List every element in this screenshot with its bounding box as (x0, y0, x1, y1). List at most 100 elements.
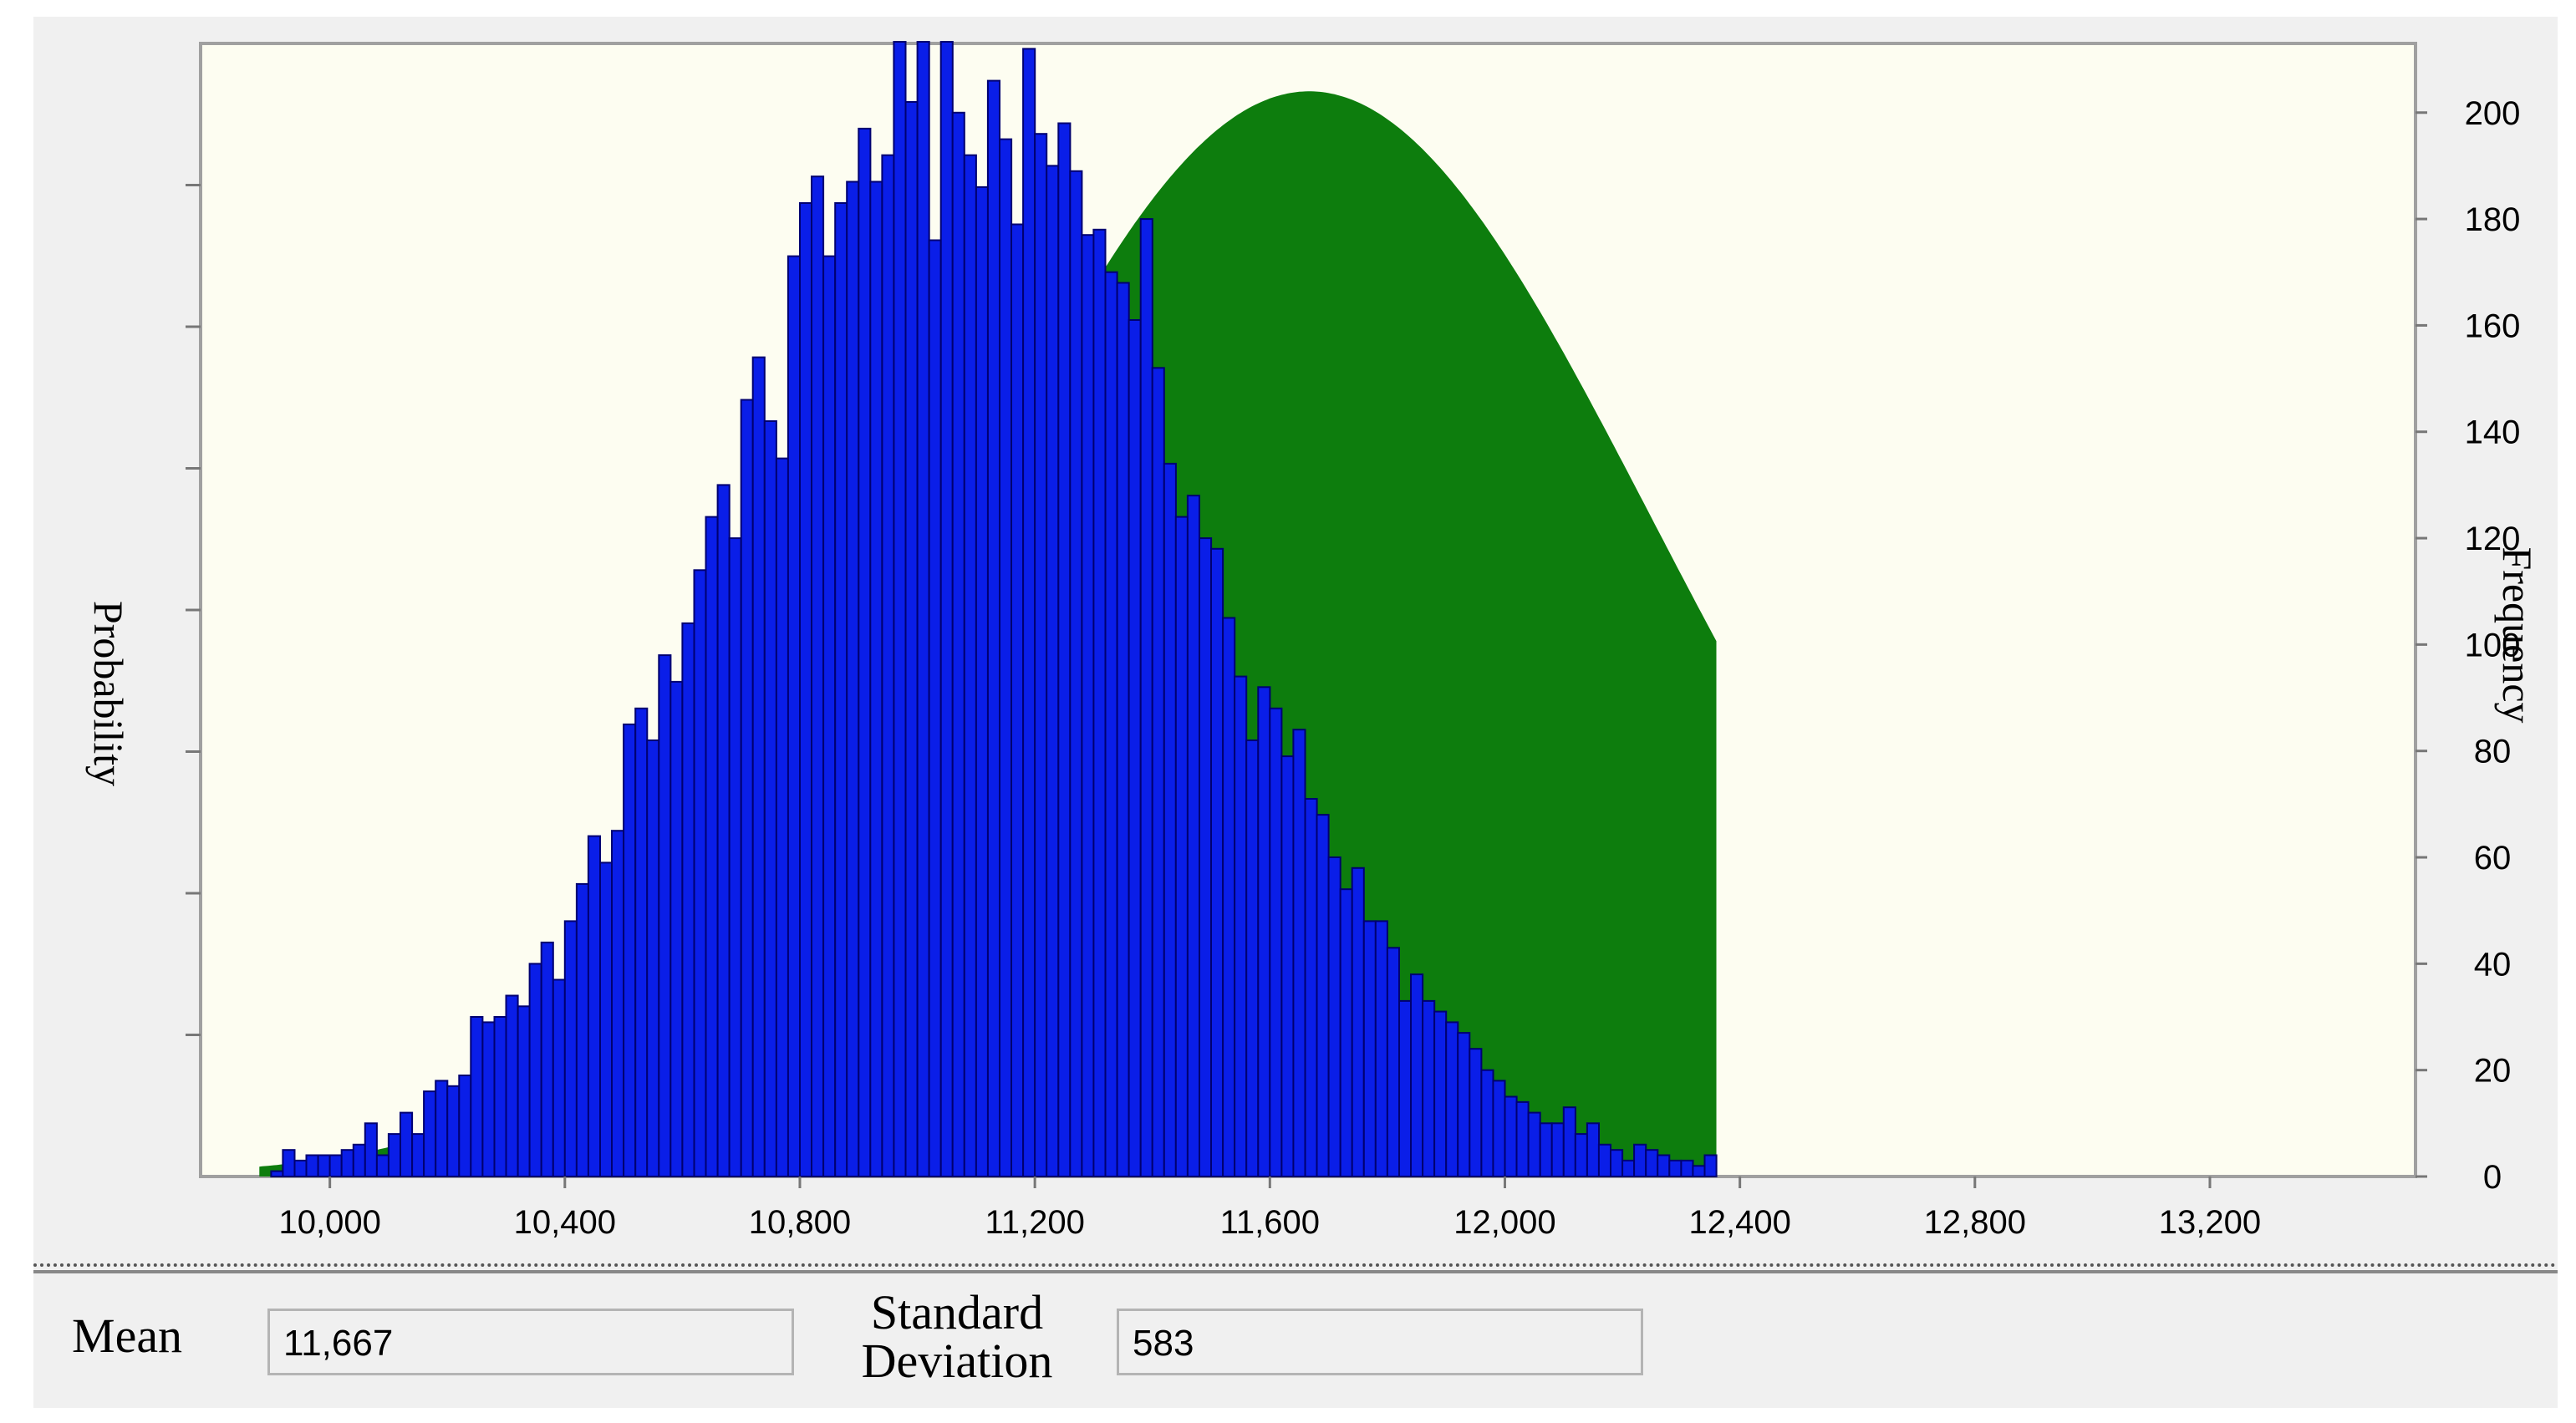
histogram-bar (387, 1133, 401, 1177)
histogram-bar (563, 920, 578, 1178)
histogram-bars (270, 41, 1718, 1178)
histogram-bar (587, 835, 602, 1177)
histogram-bar (400, 1111, 414, 1177)
x-tick-label: 12,400 (1688, 1204, 1790, 1241)
histogram-bar (975, 185, 990, 1177)
histogram-bar (1046, 165, 1060, 1177)
histogram-bar (293, 1159, 308, 1178)
histogram-bar (1092, 228, 1107, 1177)
std-deviation-label-line1: Standard (870, 1285, 1044, 1339)
histogram-bar (1292, 729, 1306, 1177)
histogram-bar (834, 202, 848, 1177)
y-tick-label: 60 (2474, 840, 2512, 877)
histogram-bar (1316, 814, 1330, 1177)
histogram-bar (869, 180, 883, 1177)
histogram-bar (1257, 686, 1271, 1177)
histogram-bar (481, 1021, 496, 1178)
histogram-bar (1410, 973, 1424, 1177)
histogram-bar (611, 830, 625, 1177)
histogram-bar (1057, 122, 1072, 1177)
histogram-bar (1269, 707, 1283, 1177)
histogram-bar (1151, 367, 1165, 1177)
x-tick-label: 10,800 (749, 1204, 851, 1241)
histogram-bar (1668, 1159, 1683, 1178)
histogram-bar (1539, 1122, 1553, 1178)
histogram-bar (681, 622, 695, 1177)
x-axis: 10,000 10,400 10,800 11,200 11,600 12,000 12,4… (278, 1177, 2261, 1241)
histogram-bar (517, 1005, 531, 1178)
histogram-bar (364, 1122, 378, 1178)
histogram-bar (775, 457, 790, 1177)
histogram-bar (658, 654, 672, 1177)
histogram-bar (728, 537, 742, 1177)
y-tick-label: 0 (2483, 1159, 2502, 1196)
histogram-bar (1128, 319, 1142, 1177)
histogram-bar (986, 79, 1001, 1178)
histogram-bar (1069, 170, 1083, 1177)
x-tick-label: 12,000 (1453, 1204, 1555, 1241)
histogram-bar (999, 138, 1013, 1178)
y-axis-right: 0 20 40 60 80 100 120 140 160 180 200 (2416, 95, 2520, 1196)
histogram-bar (646, 739, 660, 1177)
histogram-bar (1327, 856, 1341, 1177)
histogram-bar (787, 255, 802, 1178)
histogram-bar (1011, 223, 1025, 1177)
histogram-bar (811, 175, 825, 1178)
histogram-bar (1703, 1154, 1718, 1177)
y-tick-label: 160 (2465, 307, 2521, 344)
histogram-bar (1163, 462, 1177, 1177)
histogram-bar (669, 680, 684, 1177)
histogram-bar (1433, 1010, 1448, 1177)
histogram-bar (493, 1016, 507, 1177)
histogram-bar (411, 1133, 425, 1177)
histogram-bar (282, 1149, 296, 1177)
histogram-bar (1645, 1149, 1659, 1177)
histogram-bar (1339, 888, 1353, 1177)
histogram-bar (1657, 1154, 1671, 1177)
histogram-bar (1550, 1122, 1565, 1178)
histogram-bar (1621, 1159, 1636, 1178)
histogram-bar (575, 882, 590, 1178)
histogram-bar (1386, 947, 1401, 1178)
histogram-bar (1597, 1143, 1612, 1178)
histogram-bar (528, 963, 542, 1178)
splitter-bar[interactable] (33, 1263, 2558, 1273)
x-tick-label: 10,400 (514, 1204, 616, 1241)
histogram-bar (305, 1154, 319, 1177)
histogram-bar (1692, 1165, 1706, 1178)
histogram-bar (1034, 133, 1048, 1178)
histogram-bar (1586, 1122, 1601, 1178)
histogram-bar (1199, 537, 1213, 1177)
histogram-bar (1304, 798, 1318, 1177)
histogram-bar (705, 516, 719, 1177)
histogram-bar (423, 1090, 437, 1177)
histogram-bar (1245, 739, 1260, 1177)
histogram-bar (1445, 1021, 1459, 1178)
histogram-bar (1527, 1111, 1541, 1177)
histogram-bar (470, 1016, 484, 1177)
histogram-bar (446, 1085, 461, 1178)
x-tick-label: 10,000 (278, 1204, 380, 1241)
histogram-bar (1186, 495, 1201, 1177)
histogram-bar (1280, 755, 1295, 1177)
histogram-bar (1469, 1048, 1483, 1177)
histogram-bar (740, 399, 754, 1177)
histogram-bar (1139, 218, 1153, 1178)
histogram-bar (352, 1143, 366, 1178)
histogram-bar (1081, 234, 1095, 1178)
x-tick-label: 13,200 (2159, 1204, 2261, 1241)
mean-field: 11,667 (267, 1309, 794, 1375)
histogram-bar (340, 1149, 354, 1177)
y-axis-right-label: Frequency (2494, 546, 2541, 724)
histogram-bar (1222, 617, 1236, 1177)
histogram-bar (1492, 1080, 1506, 1178)
histogram-bar (623, 723, 637, 1177)
std-deviation-field: 583 (1117, 1309, 1643, 1375)
y-tick-label: 40 (2474, 946, 2512, 983)
histogram-bar (540, 941, 554, 1178)
histogram-bar (1210, 547, 1224, 1177)
y-tick-label: 20 (2474, 1053, 2512, 1090)
y-axis-left-label: Probability (85, 600, 132, 787)
histogram-bar (881, 154, 895, 1178)
histogram-bar (904, 101, 919, 1177)
